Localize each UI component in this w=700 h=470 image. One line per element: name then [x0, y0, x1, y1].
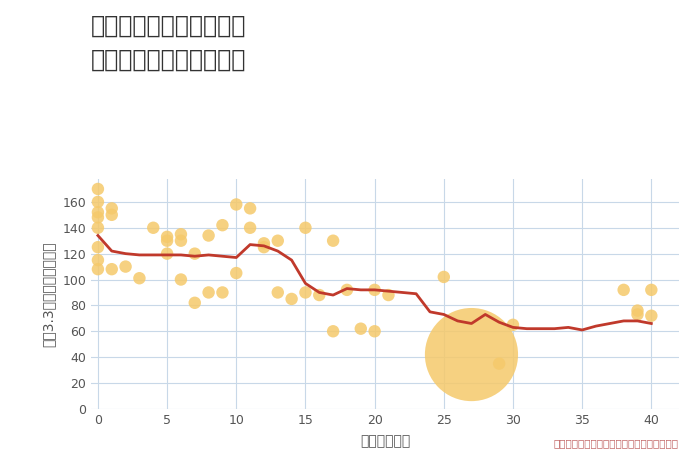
Point	[203, 289, 214, 296]
Point	[645, 312, 657, 320]
Point	[217, 221, 228, 229]
Point	[328, 328, 339, 335]
Point	[508, 321, 519, 329]
Point	[217, 289, 228, 296]
Point	[120, 263, 131, 270]
Point	[106, 211, 118, 219]
Point	[286, 295, 297, 303]
Text: 東京都東久留米市南町の
築年数別中古戸建て価格: 東京都東久留米市南町の 築年数別中古戸建て価格	[91, 14, 246, 71]
Point	[645, 286, 657, 294]
Point	[369, 286, 380, 294]
Point	[175, 237, 186, 244]
Text: 円の大きさは、取引のあった物件面積を示す: 円の大きさは、取引のあった物件面積を示す	[554, 438, 679, 448]
Point	[300, 289, 311, 296]
Point	[632, 307, 643, 314]
Point	[272, 237, 284, 244]
Point	[300, 224, 311, 232]
X-axis label: 築年数（年）: 築年数（年）	[360, 434, 410, 448]
Point	[189, 299, 200, 306]
Point	[175, 230, 186, 238]
Point	[92, 214, 104, 221]
Point	[203, 232, 214, 239]
Point	[92, 266, 104, 273]
Point	[162, 233, 173, 241]
Point	[258, 243, 270, 251]
Point	[92, 209, 104, 216]
Point	[383, 291, 394, 299]
Point	[632, 311, 643, 318]
Point	[314, 291, 325, 299]
Point	[494, 360, 505, 368]
Point	[148, 224, 159, 232]
Point	[92, 198, 104, 206]
Point	[244, 204, 256, 212]
Point	[244, 224, 256, 232]
Point	[355, 325, 366, 332]
Point	[369, 328, 380, 335]
Point	[231, 201, 242, 208]
Point	[106, 204, 118, 212]
Point	[162, 237, 173, 244]
Point	[258, 240, 270, 247]
Y-axis label: 坪（3.3㎡）単価（万円）: 坪（3.3㎡）単価（万円）	[41, 241, 55, 346]
Point	[134, 274, 145, 282]
Point	[106, 266, 118, 273]
Point	[162, 250, 173, 258]
Point	[92, 224, 104, 232]
Point	[92, 243, 104, 251]
Point	[438, 273, 449, 281]
Point	[92, 185, 104, 193]
Point	[175, 276, 186, 283]
Point	[466, 351, 477, 358]
Point	[272, 289, 284, 296]
Point	[231, 269, 242, 277]
Point	[618, 286, 629, 294]
Point	[92, 256, 104, 264]
Point	[342, 286, 353, 294]
Point	[328, 237, 339, 244]
Point	[189, 250, 200, 258]
